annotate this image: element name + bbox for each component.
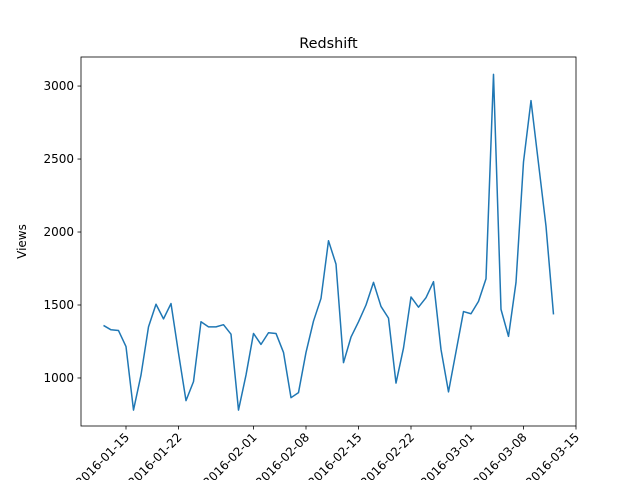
y-axis-label: Views bbox=[15, 224, 29, 259]
y-tick-label: 1500 bbox=[43, 298, 74, 312]
y-tick-label: 2500 bbox=[43, 152, 74, 166]
plot-frame bbox=[80, 56, 577, 427]
y-tick-label: 2000 bbox=[43, 225, 74, 239]
y-tick-label: 1000 bbox=[43, 371, 74, 385]
y-tick-label: 3000 bbox=[43, 79, 74, 93]
line-series bbox=[103, 73, 555, 411]
chart-title: Redshift bbox=[299, 36, 358, 52]
